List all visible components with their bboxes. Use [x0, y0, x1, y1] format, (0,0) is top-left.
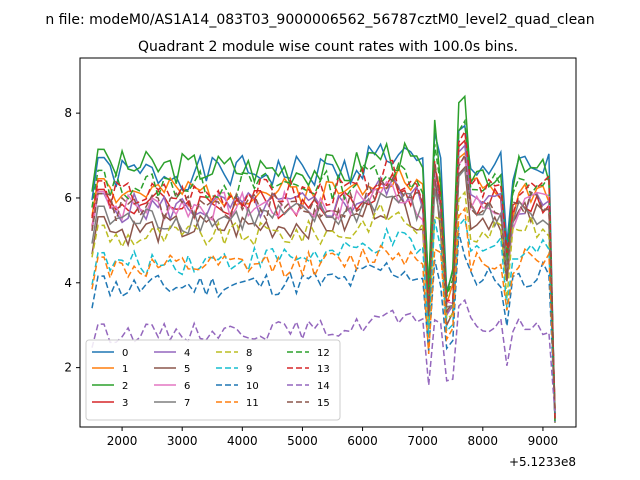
y-tick-label: 6 [64, 191, 72, 205]
legend-label-11: 11 [246, 398, 259, 409]
y-axis: 2 4 6 8 [64, 106, 80, 375]
x-tick-label: 5000 [287, 434, 318, 448]
series-line-2 [91, 94, 556, 415]
x-tick-label: 6000 [347, 434, 378, 448]
series-line-3 [91, 138, 556, 411]
x-tick-label: 7000 [407, 434, 438, 448]
axes-frame [79, 57, 577, 428]
series-line-8 [91, 190, 556, 423]
x-offset-label: +5.1233e8 [509, 455, 576, 469]
legend-label-7: 7 [184, 398, 190, 409]
legend-label-5: 5 [184, 364, 190, 375]
series-line-12 [91, 118, 556, 423]
series-line-14 [91, 298, 556, 415]
y-tick-label: 2 [64, 361, 72, 375]
legend-label-15: 15 [317, 398, 330, 409]
series-line-6 [91, 155, 556, 415]
x-axis: 2000 3000 4000 5000 6000 7000 8000 9000 [107, 427, 558, 448]
legend-label-2: 2 [122, 381, 128, 392]
x-tick-label: 4000 [227, 434, 258, 448]
legend-label-10: 10 [246, 381, 259, 392]
legend-label-3: 3 [122, 398, 128, 409]
legend-label-1: 1 [122, 364, 128, 375]
x-tick-label: 8000 [468, 434, 499, 448]
legend-box [85, 339, 341, 421]
legend-label-4: 4 [184, 348, 190, 359]
legend-label-9: 9 [246, 364, 252, 375]
x-tick-label: 3000 [167, 434, 198, 448]
legend-label-13: 13 [317, 364, 330, 375]
x-tick-label: 9000 [528, 434, 559, 448]
legend-label-14: 14 [317, 381, 330, 392]
legend-label-12: 12 [317, 348, 330, 359]
suptitle: n file: modeM0/AS1A14_083T03_9000006562_… [45, 12, 594, 28]
y-tick-label: 8 [64, 106, 72, 120]
legend-label-0: 0 [122, 348, 128, 359]
series-line-11 [91, 206, 556, 411]
series-line-13 [91, 129, 556, 419]
plot-area [91, 94, 556, 423]
chart-title: Quadrant 2 module wise count rates with … [138, 39, 518, 55]
legend-label-8: 8 [246, 348, 252, 359]
x-tick-label: 2000 [107, 434, 138, 448]
series-line-5 [91, 165, 556, 419]
legend-label-6: 6 [184, 381, 190, 392]
y-tick-label: 4 [64, 276, 72, 290]
series-line-9 [91, 217, 556, 419]
series-line-10 [91, 232, 556, 415]
